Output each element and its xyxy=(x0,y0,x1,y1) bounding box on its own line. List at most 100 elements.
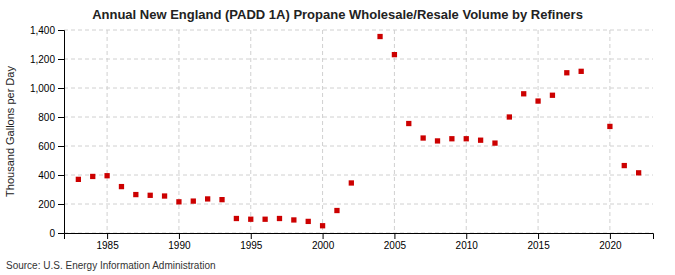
y-tick-mark xyxy=(58,233,64,234)
point xyxy=(636,170,641,175)
point xyxy=(162,193,167,198)
grid-line xyxy=(107,30,108,233)
point xyxy=(205,196,210,201)
y-tick: 1,400 xyxy=(30,25,64,36)
point xyxy=(148,193,153,198)
x-tick-mark xyxy=(107,233,108,239)
point xyxy=(262,217,267,222)
y-tick: 200 xyxy=(38,199,64,210)
point xyxy=(234,216,239,221)
x-axis: 1985 1990 1995 2000 2005 2010 2015 2020 xyxy=(65,233,654,251)
y-tick-mark xyxy=(58,30,64,31)
x-tick: 2000 xyxy=(312,233,335,251)
marks xyxy=(76,34,642,229)
y-tick-mark xyxy=(58,117,64,118)
grid-line xyxy=(538,30,539,233)
point xyxy=(349,180,354,185)
grid-line xyxy=(466,30,467,233)
y-tick: 0 xyxy=(49,228,64,239)
chart: 1985 1990 1995 2000 2005 2010 2015 2020 0 200 400 6… xyxy=(0,0,675,275)
x-tick: 2010 xyxy=(456,233,479,251)
point xyxy=(119,184,124,189)
y-tick-label: 600 xyxy=(38,141,55,152)
y-tick-mark xyxy=(58,59,64,60)
point xyxy=(478,138,483,143)
point xyxy=(406,121,411,126)
y-tick-label: 800 xyxy=(38,112,55,123)
point xyxy=(449,136,454,141)
y-tick-label: 1,400 xyxy=(30,25,55,36)
grid-line xyxy=(609,30,610,233)
grid-line xyxy=(322,30,323,233)
y-tick-mark xyxy=(58,88,64,89)
point xyxy=(306,219,311,224)
y-axis: 0 200 400 600 800 1,000 1,200 1,400 xyxy=(30,25,65,239)
y-tick-label: 1,000 xyxy=(30,83,55,94)
point xyxy=(377,34,382,39)
y-tick-label: 1,200 xyxy=(30,54,55,65)
point xyxy=(191,198,196,203)
grid-line xyxy=(64,59,653,60)
y-tick-mark xyxy=(58,204,64,205)
point xyxy=(104,173,109,178)
grid-line xyxy=(394,30,395,233)
grid-line xyxy=(64,175,653,176)
point xyxy=(535,98,540,103)
x-tick-label: 2010 xyxy=(456,240,479,251)
x-tick-label: 1985 xyxy=(96,240,119,251)
point xyxy=(90,174,95,179)
y-grid xyxy=(64,30,653,233)
point xyxy=(507,114,512,119)
annotation: Source: U.S. Energy Information Administ… xyxy=(6,260,216,271)
x-tick-label: 1990 xyxy=(168,240,191,251)
x-tick-label: 2015 xyxy=(527,240,550,251)
x-tick-mark xyxy=(323,233,324,239)
x-tick: 2020 xyxy=(599,233,622,251)
x-tick: 2005 xyxy=(384,233,407,251)
point xyxy=(219,197,224,202)
y-tick-mark xyxy=(58,146,64,147)
x-axis-line xyxy=(65,234,654,240)
x-tick-mark xyxy=(538,233,539,239)
point xyxy=(76,177,81,182)
grid-line xyxy=(250,30,251,233)
y-tick: 400 xyxy=(38,170,64,181)
x-grid xyxy=(107,30,610,233)
point xyxy=(334,208,339,213)
y-tick-label: 400 xyxy=(38,170,55,181)
x-tick-label: 2005 xyxy=(384,240,407,251)
point xyxy=(176,199,181,204)
x-tick: 1985 xyxy=(96,233,119,251)
grid-line xyxy=(64,117,653,118)
point xyxy=(133,192,138,197)
x-tick-mark xyxy=(179,233,180,239)
point xyxy=(320,223,325,228)
point xyxy=(421,135,426,140)
point xyxy=(607,124,612,129)
y-tick: 800 xyxy=(38,112,64,123)
y-axis-line xyxy=(58,31,65,234)
x-tick-label: 1995 xyxy=(240,240,263,251)
x-tick-mark xyxy=(251,233,252,239)
point xyxy=(564,70,569,75)
y-tick: 1,200 xyxy=(30,54,64,65)
grid-line xyxy=(64,30,653,31)
point xyxy=(492,140,497,145)
y-tick-mark xyxy=(58,175,64,176)
point xyxy=(464,136,469,141)
x-tick-mark xyxy=(610,233,611,239)
point xyxy=(248,217,253,222)
x-tick-label: 2020 xyxy=(599,240,622,251)
y-tick: 1,000 xyxy=(30,83,64,94)
y-tick: 600 xyxy=(38,141,64,152)
point xyxy=(291,217,296,222)
y-axis-label: Thousand Gallons per Day xyxy=(4,66,16,197)
grid-line xyxy=(64,146,653,147)
grid-line xyxy=(64,88,653,89)
plot: 1985 1990 1995 2000 2005 2010 2015 2020 0 200 400 6… xyxy=(30,25,654,251)
grid-line xyxy=(64,204,653,205)
x-tick-mark xyxy=(466,233,467,239)
point xyxy=(550,93,555,98)
x-tick: 2015 xyxy=(527,233,550,251)
x-tick-mark xyxy=(394,233,395,239)
